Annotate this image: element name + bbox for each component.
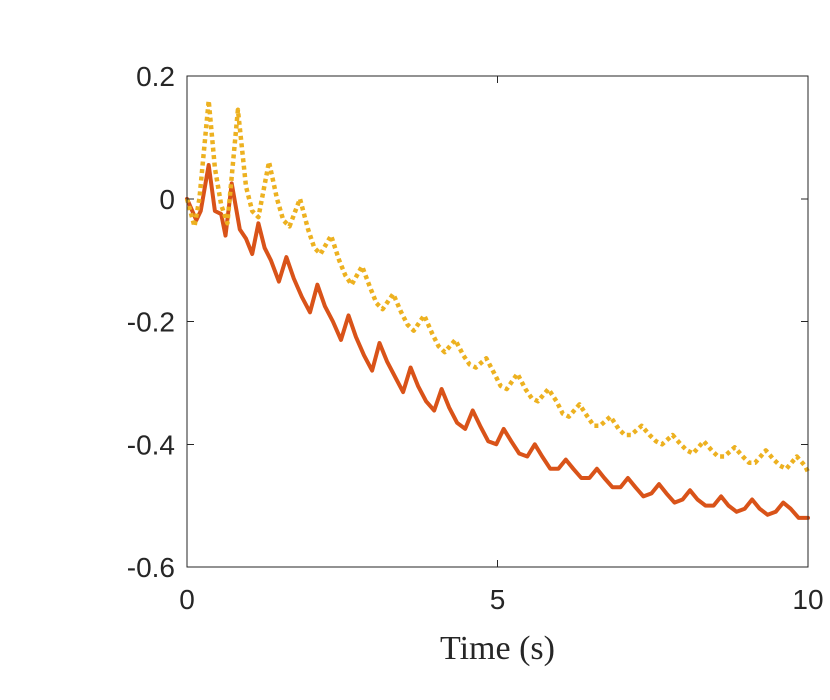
series-line-solid xyxy=(185,163,810,520)
y-tick-label: -0.6 xyxy=(127,552,175,583)
y-tick-label: -0.2 xyxy=(127,307,175,338)
x-axis-label: Time (s) xyxy=(440,630,555,667)
series-line-dotted xyxy=(184,98,811,473)
x-tick-label: 0 xyxy=(179,584,195,615)
y-tick-label: 0.2 xyxy=(136,61,175,92)
tick-layer: 0 5 10 0.2 0 -0.2 -0.4 -0.6 xyxy=(127,61,824,615)
series-layer xyxy=(184,98,811,520)
axes-box xyxy=(186,75,809,568)
x-tick-label: 10 xyxy=(792,584,823,615)
y-tick-label: 0 xyxy=(159,184,175,215)
x-tick-label: 5 xyxy=(490,584,506,615)
y-tick-label: -0.4 xyxy=(127,429,175,460)
